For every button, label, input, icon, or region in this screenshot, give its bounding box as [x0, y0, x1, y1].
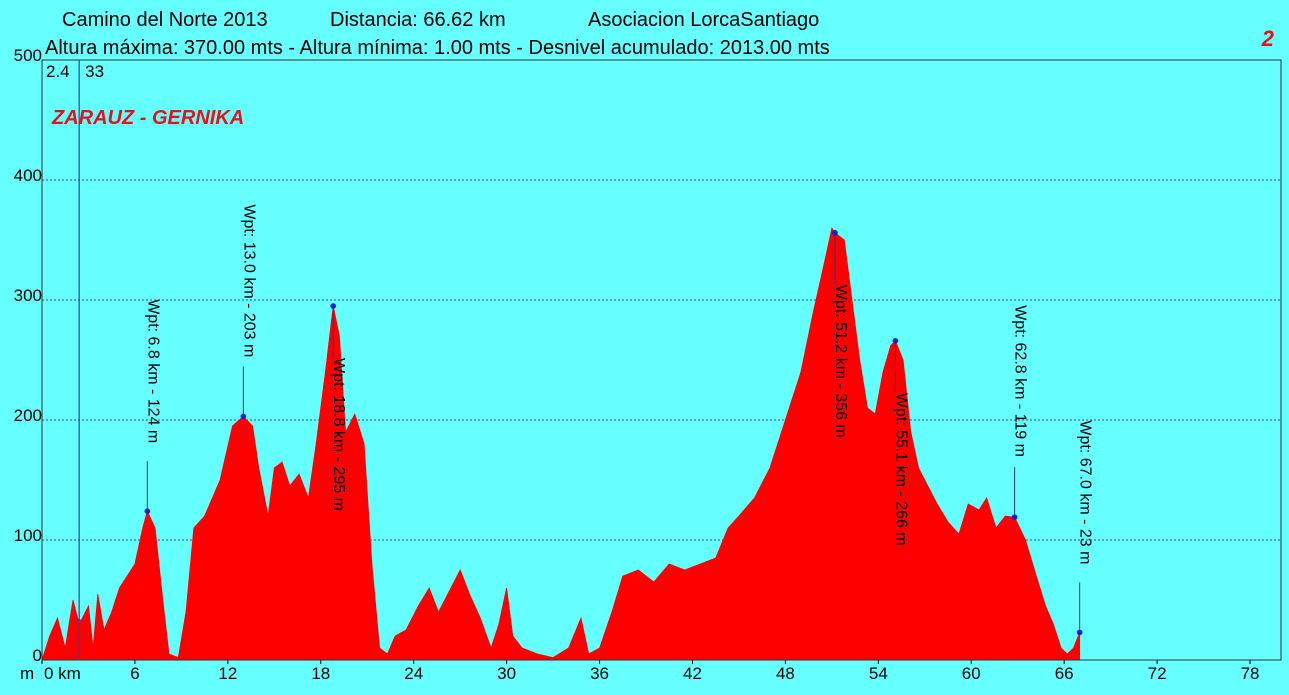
waypoint-marker [892, 338, 899, 344]
waypoint-label: Wpt: 62.8 km - 119 m [1012, 305, 1029, 457]
plot-frame [41, 59, 1282, 661]
waypoint-marker [144, 508, 151, 514]
waypoint-marker [330, 303, 336, 309]
x-tick-label: 66 [1055, 664, 1074, 683]
x-tick-label: 60 [962, 664, 981, 683]
x-tick-label: 24 [404, 664, 423, 683]
x-tick-label: 18 [311, 664, 330, 683]
cursor-point [77, 618, 81, 622]
x-tick-label: 48 [776, 664, 795, 683]
waypoint-marker [1076, 629, 1083, 636]
x-tick-label: 42 [683, 664, 702, 683]
x-tick-label: 78 [1241, 664, 1260, 683]
y-tick-label: 400 [14, 166, 42, 185]
x-tick-label: 12 [218, 664, 237, 683]
organization: Asociacion LorcaSantiago [588, 9, 819, 31]
waypoint-label: Wpt: 18.8 km - 295 m [330, 358, 347, 511]
waypoint-marker [1011, 514, 1018, 520]
chart-title: Camino del Norte 2013 [62, 9, 268, 31]
page-number: 2 [1261, 26, 1275, 51]
x-tick-label: 72 [1148, 664, 1167, 683]
waypoint-label: Wpt: 51.2 km - 356 m [832, 285, 849, 438]
waypoint-label: Wpt: 67.0 km - 23 m [1077, 420, 1094, 564]
distance: Distancia: 66.62 km [330, 9, 506, 31]
x-tick-label: 6 [130, 664, 139, 683]
y-tick-label: 500 [14, 46, 42, 65]
x-tick-label: 30 [497, 664, 516, 683]
cursor-x-label: 2.4 [46, 62, 70, 81]
y-tick-label: 0 [33, 646, 42, 665]
cursor-y-label: 33 [85, 62, 104, 81]
waypoint-marker [832, 230, 838, 236]
elevation-area [41, 226, 1081, 661]
route-name: ZARAUZ - GERNIKA [51, 107, 244, 129]
chart-subtitle: Altura máxima: 370.00 mts - Altura mínim… [45, 37, 830, 59]
y-tick-label: 100 [14, 526, 42, 545]
waypoint-label: Wpt: 13.0 km - 203 m [240, 204, 257, 357]
waypoint-label: Wpt: 6.8 km - 124 m [144, 299, 161, 443]
y-unit-label: m [20, 664, 34, 683]
x-tick-label: 54 [869, 664, 888, 683]
y-tick-label: 200 [14, 406, 42, 425]
y-tick-label: 300 [14, 286, 42, 305]
waypoint-label: Wpt: 55.1 km - 266 m [892, 393, 909, 546]
x-tick-label: 36 [590, 664, 609, 683]
x-tick-label: 0 km [44, 664, 81, 683]
waypoint-marker [240, 413, 247, 420]
